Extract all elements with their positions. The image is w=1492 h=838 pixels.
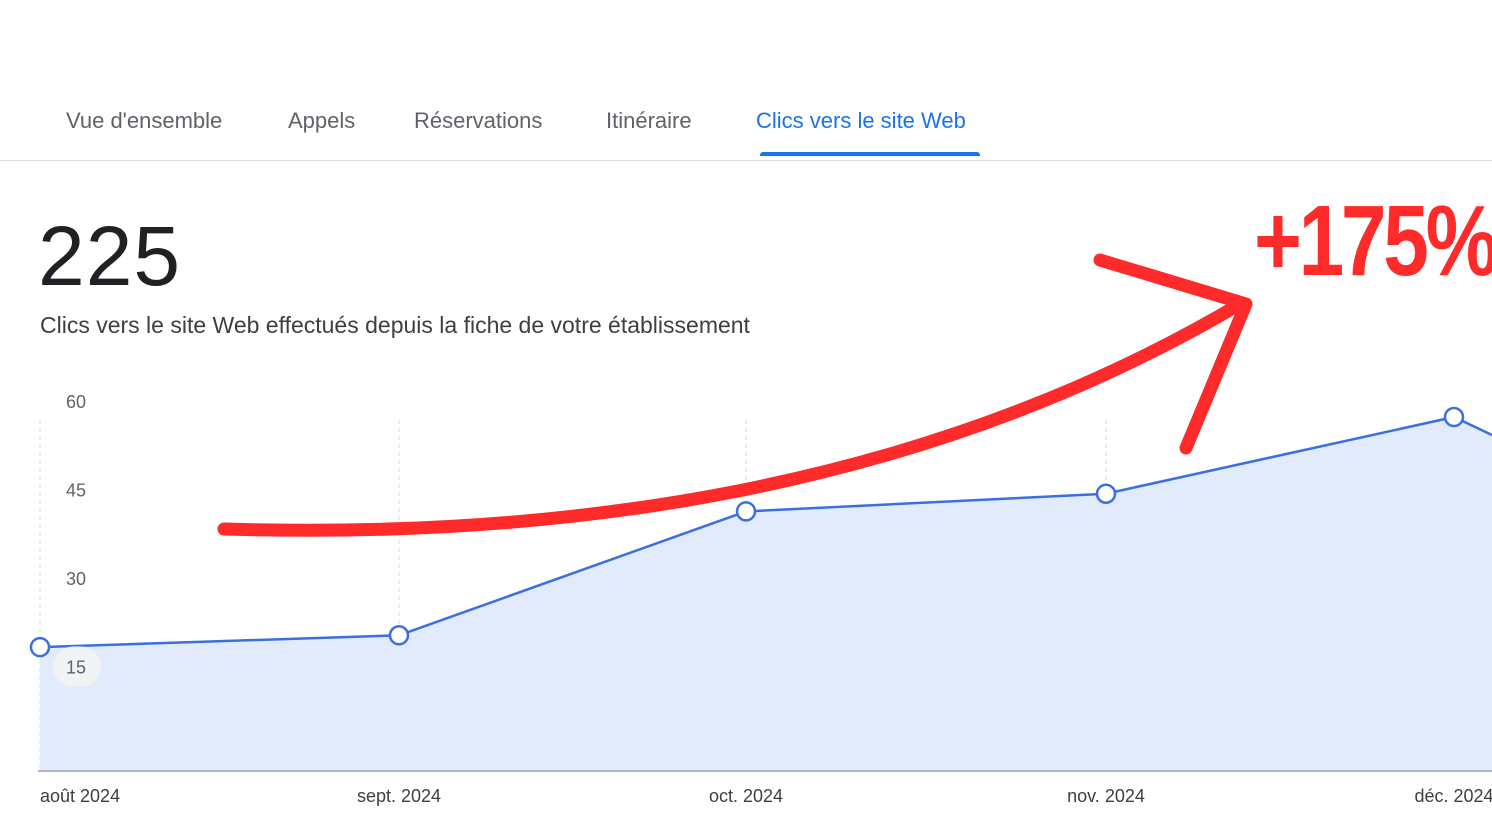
total-clicks-value: 225: [38, 209, 182, 303]
metric-description: Clics vers le site Web effectués depuis …: [40, 312, 750, 338]
arrow-head: [1093, 253, 1253, 455]
data-point-0: [29, 636, 51, 658]
ytick-60: 60: [66, 392, 86, 412]
xtick-3: nov. 2024: [1067, 786, 1145, 806]
tab-website-clicks[interactable]: Clics vers le site Web: [756, 108, 966, 133]
xtick-4: déc. 2024: [1414, 786, 1492, 806]
active-tab-indicator: [760, 152, 980, 156]
ytick-30: 30: [66, 569, 86, 589]
tab-calls[interactable]: Appels: [288, 108, 356, 133]
xtick-2: oct. 2024: [709, 786, 783, 806]
ytick-bg: [53, 646, 101, 687]
ytick-45: 45: [66, 481, 86, 501]
data-point-2: [735, 501, 757, 522]
tab-bookings[interactable]: Réservations: [414, 108, 543, 133]
arrow-shaft: [217, 297, 1247, 537]
ytick-15: 15: [66, 658, 86, 678]
tab-bar: Vue d'ensemble Appels Réservations Itiné…: [0, 96, 1492, 161]
data-point-3: [1095, 483, 1117, 504]
tab-directions[interactable]: Itinéraire: [606, 108, 692, 133]
tab-overview[interactable]: Vue d'ensemble: [66, 108, 223, 133]
data-point-1: [388, 625, 410, 646]
xtick-0: août 2024: [40, 786, 120, 806]
growth-annotation: +175%: [1254, 185, 1492, 297]
data-point-4: [1443, 406, 1465, 428]
area-fill: [40, 417, 1492, 771]
xtick-1: sept. 2024: [357, 786, 441, 806]
